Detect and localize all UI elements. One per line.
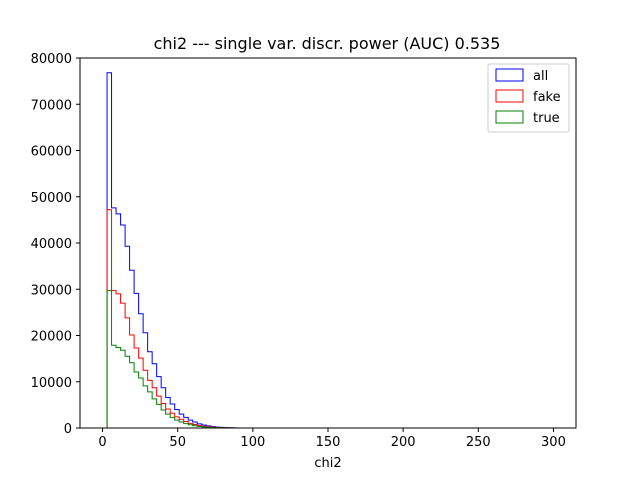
legend-label-fake: fake (533, 90, 561, 105)
x-tick-label: 150 (316, 435, 341, 450)
x-tick-label: 300 (541, 435, 566, 450)
legend-swatch-fake (495, 89, 524, 103)
y-tick-label: 80000 (31, 52, 72, 67)
x-tick-label: 200 (391, 435, 416, 450)
y-tick-label: 30000 (31, 283, 72, 298)
x-tick-label: 250 (466, 435, 491, 450)
y-tick-label: 40000 (31, 237, 72, 252)
legend-label-all: all (533, 69, 548, 84)
y-tick-label: 70000 (31, 98, 72, 113)
y-tick-label: 0 (64, 422, 72, 437)
chart-title: chi2 --- single var. discr. power (AUC) … (154, 34, 501, 53)
y-axis: 0 10000 20000 30000 40000 50000 60000 70000 8000… (31, 52, 80, 437)
y-tick-label: 60000 (31, 145, 72, 160)
y-tick-label: 10000 (31, 376, 72, 391)
x-tick-label: 100 (240, 435, 265, 450)
x-tick-label: 50 (169, 435, 186, 450)
x-axis: 0 50 100 150 200 250 300 (98, 428, 566, 450)
y-tick-label: 50000 (31, 191, 72, 206)
legend-swatch-true (495, 110, 524, 124)
y-tick-label: 20000 (31, 330, 72, 345)
x-tick-label: 0 (98, 435, 106, 450)
x-axis-label: chi2 (314, 456, 341, 471)
legend-swatch-all (495, 68, 524, 82)
legend-label-true: true (533, 111, 560, 126)
legend: all fake true (487, 63, 570, 133)
